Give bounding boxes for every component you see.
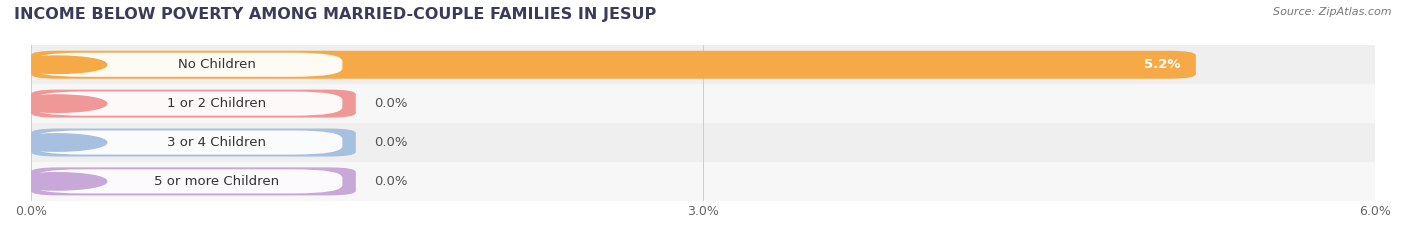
Text: No Children: No Children <box>179 58 256 71</box>
Text: 5 or more Children: 5 or more Children <box>155 175 280 188</box>
Text: 0.0%: 0.0% <box>374 136 408 149</box>
Text: 3 or 4 Children: 3 or 4 Children <box>167 136 266 149</box>
Bar <box>31 84 1375 123</box>
Circle shape <box>7 173 107 190</box>
Circle shape <box>7 134 107 151</box>
FancyBboxPatch shape <box>31 129 356 157</box>
Bar <box>31 123 1375 162</box>
Bar <box>31 162 1375 201</box>
Circle shape <box>7 56 107 73</box>
FancyBboxPatch shape <box>31 167 356 195</box>
Bar <box>31 45 1375 84</box>
Circle shape <box>7 95 107 112</box>
Text: 0.0%: 0.0% <box>374 175 408 188</box>
FancyBboxPatch shape <box>31 90 356 118</box>
FancyBboxPatch shape <box>34 92 343 116</box>
Text: 1 or 2 Children: 1 or 2 Children <box>167 97 267 110</box>
FancyBboxPatch shape <box>34 130 343 154</box>
Text: Source: ZipAtlas.com: Source: ZipAtlas.com <box>1274 7 1392 17</box>
FancyBboxPatch shape <box>34 53 343 77</box>
FancyBboxPatch shape <box>34 169 343 193</box>
Text: 5.2%: 5.2% <box>1143 58 1180 71</box>
FancyBboxPatch shape <box>31 51 1197 79</box>
Text: INCOME BELOW POVERTY AMONG MARRIED-COUPLE FAMILIES IN JESUP: INCOME BELOW POVERTY AMONG MARRIED-COUPL… <box>14 7 657 22</box>
Text: 0.0%: 0.0% <box>374 97 408 110</box>
